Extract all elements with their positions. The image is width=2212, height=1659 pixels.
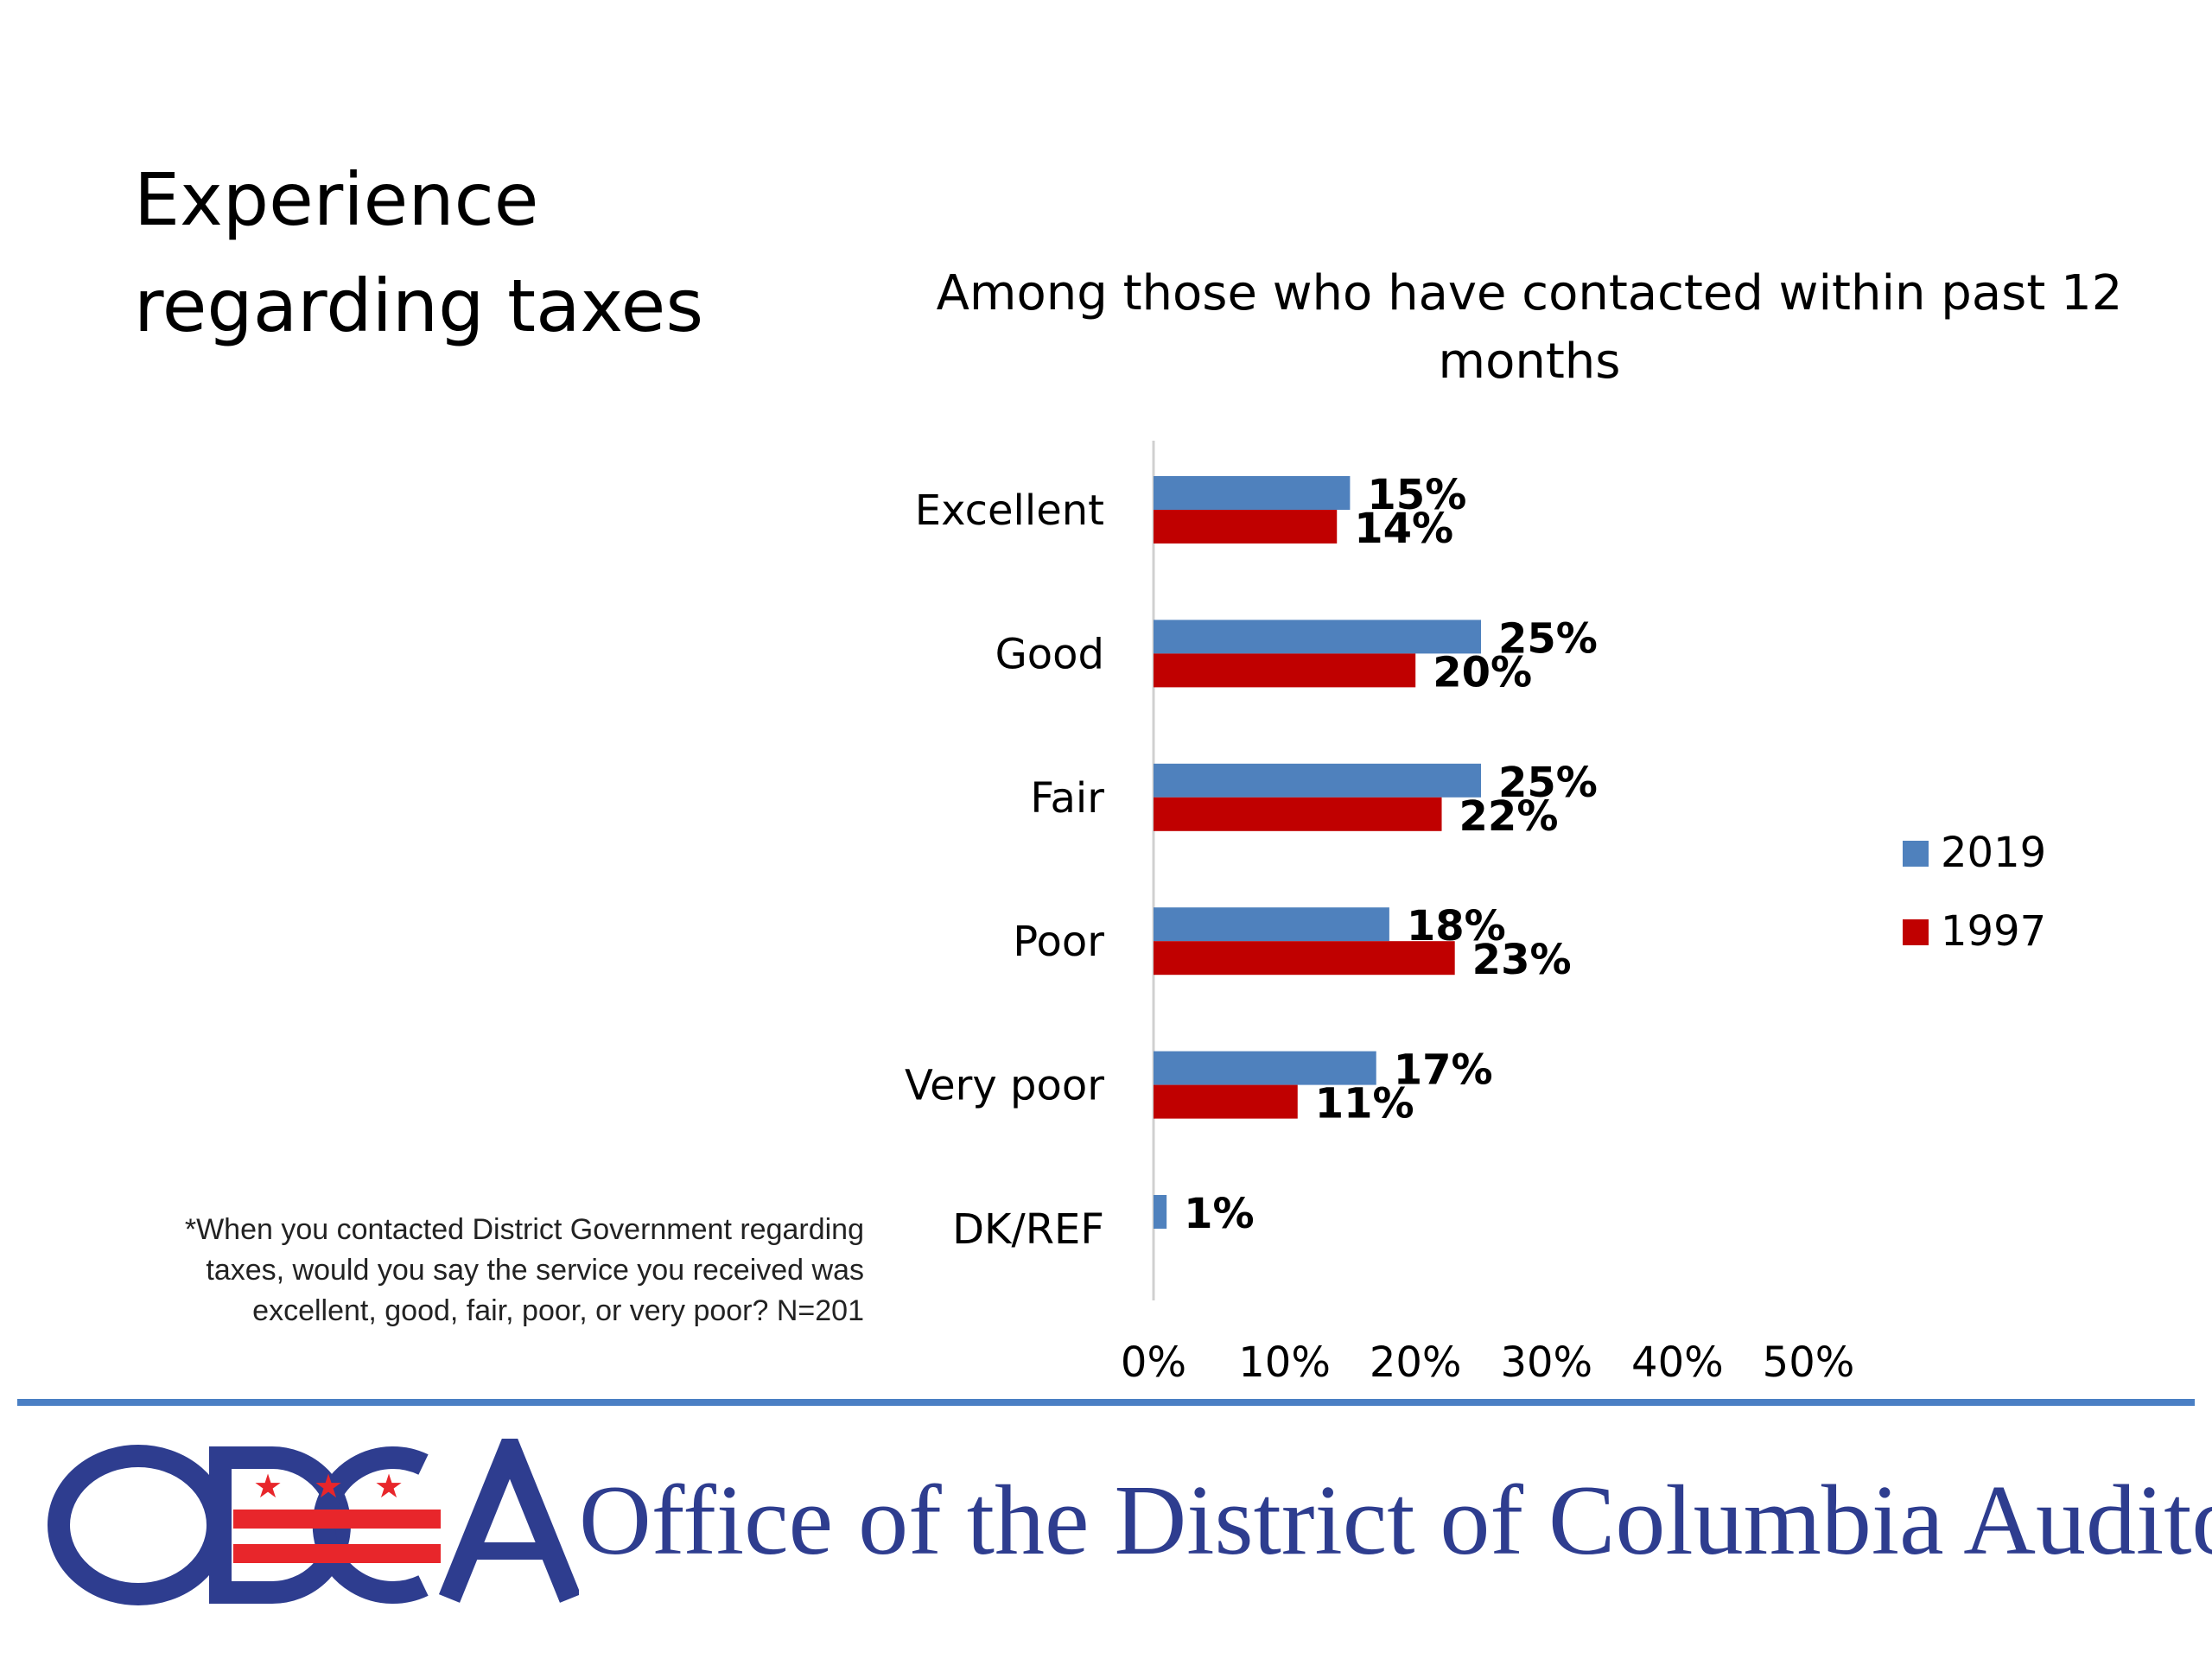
bar-1997	[1154, 941, 1455, 976]
svg-text:★: ★	[314, 1467, 343, 1505]
bar-1997	[1154, 797, 1442, 831]
footer-divider	[17, 1399, 2195, 1406]
x-tick-label: 0%	[1121, 1338, 1186, 1387]
data-label: 11%	[1315, 1080, 1414, 1128]
x-tick-label: 30%	[1500, 1338, 1592, 1387]
bar-1997	[1154, 1084, 1298, 1119]
x-tick-label: 40%	[1631, 1338, 1724, 1387]
bar-1997	[1154, 653, 1416, 688]
footnote: *When you contacted District Government …	[184, 1213, 864, 1327]
x-tick-label: 10%	[1238, 1338, 1331, 1387]
data-label: 15%	[1367, 471, 1466, 519]
slide-title: Experience regarding taxes	[134, 157, 704, 348]
bar-2019	[1154, 763, 1481, 798]
data-label: 25%	[1498, 759, 1598, 807]
bar-2019	[1154, 620, 1481, 654]
legend-swatch	[1903, 919, 1929, 945]
org-name: Office of the District of Columbia Audit…	[579, 1465, 2212, 1576]
bar-2019	[1154, 907, 1389, 942]
bar-1997	[1154, 510, 1338, 543]
legend-label: 2019	[1941, 829, 2046, 877]
data-label: 1%	[1184, 1190, 1255, 1238]
data-label: 20%	[1433, 648, 1532, 696]
data-label: 23%	[1472, 936, 1572, 984]
category-label: Very poor	[905, 1062, 1104, 1110]
chart-title: Among those who have contacted within pa…	[936, 265, 2123, 390]
bar-2019	[1154, 1051, 1376, 1085]
legend-swatch	[1903, 841, 1929, 867]
category-label: Excellent	[915, 486, 1104, 535]
category-label: DK/REF	[952, 1205, 1104, 1254]
legend-label: 1997	[1941, 907, 2046, 956]
svg-text:★: ★	[374, 1467, 404, 1505]
x-tick-label: 20%	[1370, 1338, 1462, 1387]
data-label: 25%	[1498, 614, 1598, 663]
category-label: Fair	[1030, 774, 1104, 823]
data-label: 14%	[1354, 505, 1453, 553]
svg-text:★: ★	[253, 1467, 283, 1505]
bar-2019	[1154, 476, 1351, 510]
bar-chart: Excellent 15%14%Good 25%20%Fair 25%22%Poor 1…	[905, 441, 2046, 1387]
category-label: Poor	[1013, 918, 1104, 966]
bar-2019	[1154, 1195, 1167, 1229]
category-label: Good	[995, 630, 1104, 678]
odca-logo: ★ ★ ★	[48, 1439, 579, 1605]
data-label: 22%	[1459, 792, 1559, 841]
data-label: 17%	[1394, 1046, 1493, 1095]
x-tick-label: 50%	[1763, 1338, 1855, 1387]
